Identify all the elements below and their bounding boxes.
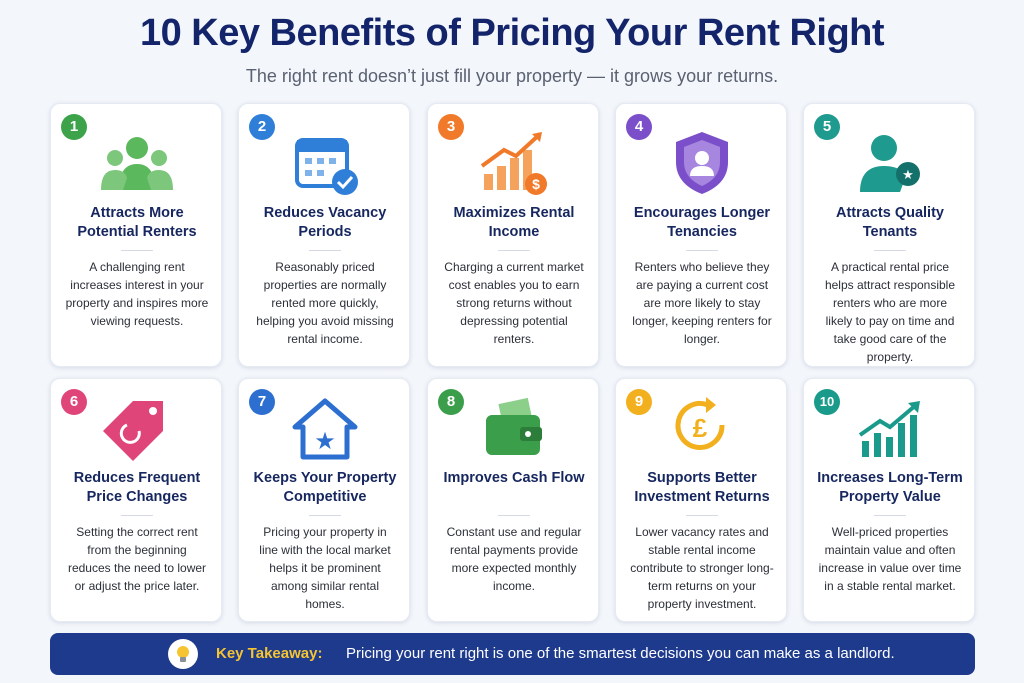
divider <box>874 250 906 251</box>
divider <box>121 515 153 516</box>
icon-svg: $ <box>480 132 547 195</box>
benefit-card: 8 Improves Cash Flow Constant use and regu… <box>427 378 599 622</box>
benefit-icon: £ <box>662 395 742 465</box>
card-title: Encourages Longer Tenancies <box>633 205 771 240</box>
card-text: Setting the correct rent from the beginn… <box>67 525 207 593</box>
icon-svg: ★ <box>860 135 920 192</box>
card-title: Maximizes Rental Income <box>453 205 575 240</box>
card-text: Lower vacancy rates and stable rental in… <box>630 525 774 611</box>
divider <box>309 515 341 516</box>
benefit-icon <box>285 128 365 198</box>
card-text: Reasonably priced properties are normall… <box>256 260 394 346</box>
number-badge: 4 <box>626 114 652 140</box>
page-title: 10 Key Benefits of Pricing Your Rent Rig… <box>139 12 885 54</box>
number-badge: 7 <box>249 389 275 415</box>
icon-svg <box>295 138 358 195</box>
card-title: Increases Long-Term Property Value <box>817 470 963 505</box>
card-title: Supports Better Investment Returns <box>634 470 770 505</box>
benefit-icon: ★ <box>850 128 930 198</box>
icon-svg <box>858 401 920 457</box>
benefit-card: 4 Encourages Longer Tenancies Renters who … <box>615 103 787 367</box>
benefit-card: 5 ★ Attracts Quality Tenants A practical re… <box>803 103 975 367</box>
icon-svg <box>101 137 173 190</box>
benefit-icon <box>97 395 177 465</box>
divider <box>309 250 341 251</box>
number-badge: 8 <box>438 389 464 415</box>
divider <box>686 515 718 516</box>
benefit-card: 10 Increases Long-Term Property Value Well… <box>803 378 975 622</box>
icon-svg <box>103 401 163 461</box>
card-text: A challenging rent increases interest in… <box>65 260 209 328</box>
benefit-card: 1 Attracts More Potential Renters A challe… <box>50 103 222 367</box>
svg-text:£: £ <box>693 413 708 443</box>
benefit-card: 9 £ Supports Better Investment Returns Lowe… <box>615 378 787 622</box>
number-badge: 10 <box>814 389 840 415</box>
number-badge: 6 <box>61 389 87 415</box>
card-title: Reduces Vacancy Periods <box>263 205 387 240</box>
divider <box>498 250 530 251</box>
benefit-icon <box>474 395 554 465</box>
benefit-icon <box>662 128 742 198</box>
svg-text:★: ★ <box>314 428 336 455</box>
card-title: Improves Cash Flow <box>443 470 585 486</box>
card-text: A practical rental price helps attract r… <box>824 260 956 364</box>
bulb-svg <box>177 646 189 662</box>
divider <box>686 250 718 251</box>
bulb-icon <box>168 639 198 669</box>
icon-svg: £ <box>675 397 725 450</box>
card-title: Reduces Frequent Price Changes <box>73 470 201 505</box>
card-text: Charging a current market cost enables y… <box>444 260 584 346</box>
card-title: Attracts Quality Tenants <box>836 205 944 240</box>
card-text: Pricing your property in line with the l… <box>259 525 391 611</box>
card-text: Well-priced properties maintain value an… <box>818 525 962 593</box>
card-text: Renters who believe they are paying a cu… <box>632 260 772 346</box>
benefit-card: 7 ★ Keeps Your Property Competitive Pricing… <box>238 378 410 622</box>
benefit-icon: $ <box>474 128 554 198</box>
divider <box>498 515 530 516</box>
icon-svg <box>676 132 728 194</box>
number-badge: 2 <box>249 114 275 140</box>
takeaway-label: Key Takeaway: <box>216 645 323 662</box>
page-subtitle: The right rent doesn’t just fill your pr… <box>245 66 779 86</box>
number-badge: 5 <box>814 114 840 140</box>
svg-text:★: ★ <box>902 167 914 182</box>
number-badge: 1 <box>61 114 87 140</box>
takeaway-bar: Key Takeaway: Pricing your rent right is… <box>50 633 975 675</box>
benefit-icon <box>97 128 177 198</box>
number-badge: 9 <box>626 389 652 415</box>
benefit-icon: ★ <box>285 395 365 465</box>
takeaway-text: Pricing your rent right is one of the sm… <box>346 645 895 662</box>
benefit-card: 2 Reduces Vacancy Periods Reasonably price… <box>238 103 410 367</box>
benefit-icon <box>850 395 930 465</box>
icon-svg: ★ <box>292 398 358 460</box>
svg-text:$: $ <box>532 176 540 192</box>
divider <box>874 515 906 516</box>
card-title: Attracts More Potential Renters <box>77 205 197 240</box>
divider <box>121 250 153 251</box>
card-text: Constant use and regular rental payments… <box>446 525 582 593</box>
card-title: Keeps Your Property Competitive <box>253 470 397 505</box>
number-badge: 3 <box>438 114 464 140</box>
benefit-card: 3 $ Maximizes Rental Income Charging a curr… <box>427 103 599 367</box>
benefit-card: 6 Reduces Frequent Price Changes Setting t… <box>50 378 222 622</box>
icon-svg <box>486 397 542 455</box>
